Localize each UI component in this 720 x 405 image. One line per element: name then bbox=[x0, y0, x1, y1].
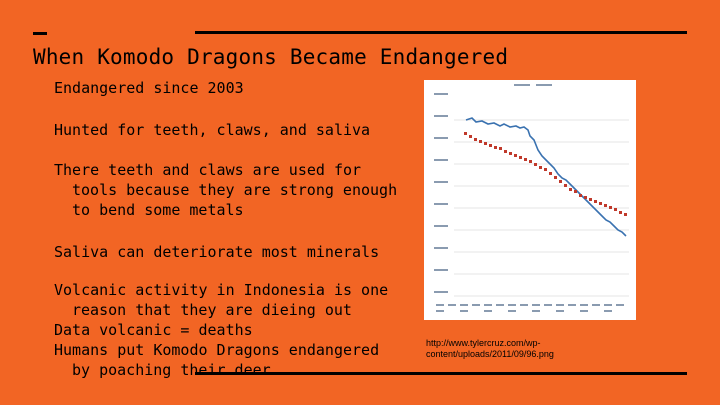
chart-picture bbox=[424, 80, 636, 320]
bullet-4: Saliva can deteriorate most minerals bbox=[54, 243, 380, 261]
bottom-rule bbox=[195, 372, 687, 375]
bullet-3: There teeth and claws are used for tools… bbox=[54, 161, 398, 219]
top-left-rule bbox=[33, 32, 47, 35]
bullet-5: Volcanic activity in Indonesia is one re… bbox=[54, 281, 389, 319]
bullet-1: Endangered since 2003 bbox=[54, 79, 244, 97]
slide-title: When Komodo Dragons Became Endangered bbox=[33, 45, 509, 69]
population-chart-image bbox=[424, 80, 636, 320]
image-source-caption: http://www.tylercruz.com/wp-content/uplo… bbox=[426, 338, 554, 359]
bullet-2: Hunted for teeth, claws, and saliva bbox=[54, 121, 371, 139]
top-right-rule bbox=[195, 31, 687, 34]
bullet-6: Data volcanic = deaths bbox=[54, 321, 253, 339]
slide-body: Endangered since 2003 Hunted for teeth, … bbox=[54, 78, 399, 380]
